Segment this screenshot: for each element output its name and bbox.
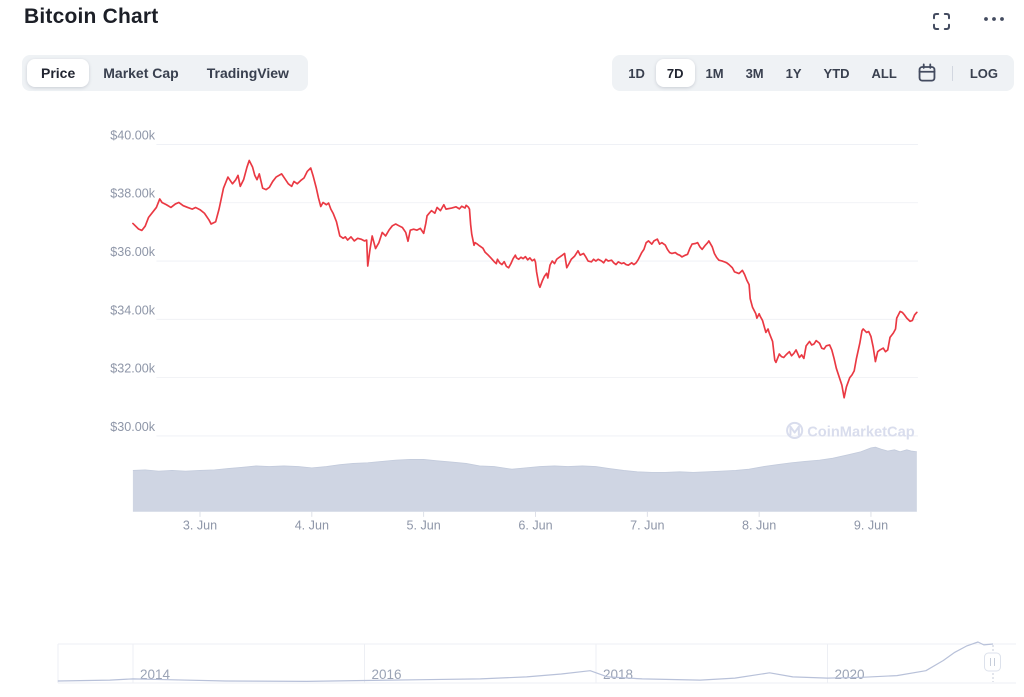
log-scale-button[interactable]: LOG [959,59,1009,87]
price-line-path [132,159,918,399]
chart-type-toggle: Price Market Cap TradingView [22,55,308,91]
minimap-year-label: 2018 [603,667,633,682]
range-buttons: 1D 7D 1M 3M 1Y YTD ALL [617,59,908,87]
range-all[interactable]: ALL [861,59,908,87]
range-1y[interactable]: 1Y [775,59,813,87]
x-tick-label: 9. Jun [854,518,888,532]
more-options-button[interactable] [980,13,1008,25]
price-chart: $40.00k $38.00k $36.00k $34.00k $32.00k $30.0… [110,128,918,532]
watermark: CoinMarketCap [786,421,915,440]
x-tick-label: 5. Jun [407,518,441,532]
volume-area-edge [132,446,917,473]
x-tick-label: 3. Jun [183,518,217,532]
toggle-tradingview[interactable]: TradingView [193,59,303,87]
y-axis-labels: $40.00k $38.00k $36.00k $34.00k $32.00k $30.0… [110,128,155,433]
range-ytd[interactable]: YTD [813,59,861,87]
minimap-frame: 2014 2016 2018 2020 [57,643,1016,684]
y-tick-label: $40.00k [110,128,155,142]
watermark-text: CoinMarketCap [807,424,915,440]
y-tick-label: $30.00k [110,420,155,434]
gridlines [156,144,918,437]
range-1d[interactable]: 1D [617,59,656,87]
page-title: Bitcoin Chart [24,5,159,28]
range-1m[interactable]: 1M [695,59,735,87]
toggle-market-cap[interactable]: Market Cap [89,59,192,87]
divider [951,65,953,81]
range-7d[interactable]: 7D [655,59,695,87]
history-minimap[interactable]: 2014 2016 2018 2020 [0,620,1024,697]
y-tick-label: $38.00k [110,187,155,201]
x-tick-label: 7. Jun [630,518,664,532]
minimap-drag-handle[interactable] [984,652,1001,672]
more-options-icon [984,17,1004,21]
x-tick-label: 4. Jun [295,518,329,532]
toggle-price[interactable]: Price [27,59,90,87]
coinmarketcap-logo-icon [789,425,800,436]
volume-navigator-area[interactable] [132,446,917,512]
x-axis: 3. Jun 4. Jun 5. Jun 6. Jun 7. Jun 8. Jun 9. J… [183,511,888,532]
volume-area-path[interactable] [132,447,917,512]
minimap-year-label: 2020 [835,667,865,682]
x-tick-label: 8. Jun [742,518,776,532]
range-3m[interactable]: 3M [735,59,775,87]
minimap-line [57,641,994,682]
y-tick-label: $36.00k [110,245,155,259]
price-line [132,159,918,399]
minimap-year-label: 2014 [140,667,171,682]
y-tick-label: $34.00k [110,303,155,317]
drag-handle-body[interactable] [984,652,1001,672]
fullscreen-button[interactable] [930,10,953,33]
y-tick-label: $32.00k [110,362,155,376]
minimap-line-path [57,641,994,682]
calendar-icon [918,63,936,82]
range-selector: 1D 7D 1M 3M 1Y YTD ALL LOG [612,55,1014,91]
fullscreen-icon [933,13,950,30]
minimap-year-label: 2016 [372,667,402,682]
calendar-button[interactable] [908,59,946,87]
x-tick-label: 6. Jun [518,518,552,532]
